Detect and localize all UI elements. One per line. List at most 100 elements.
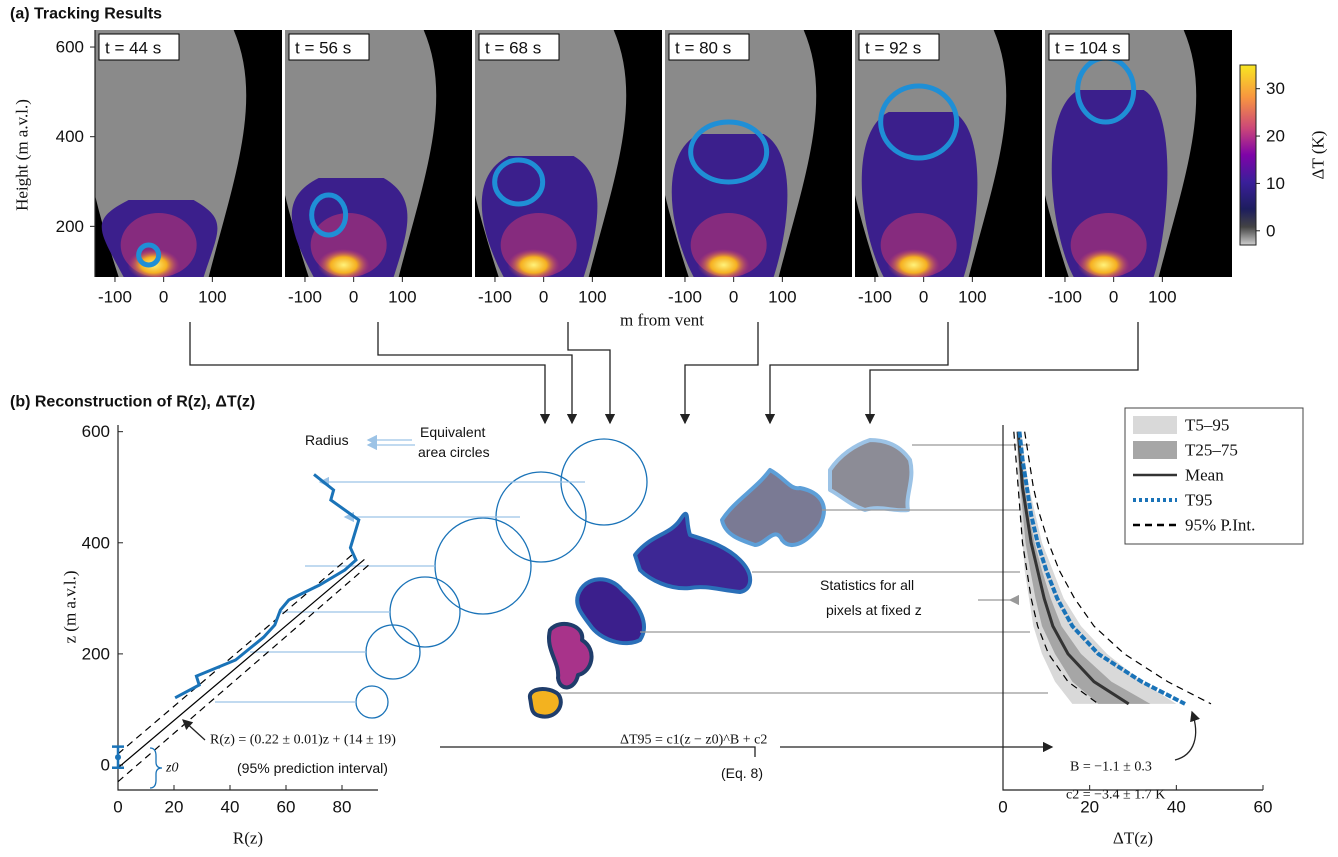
x-tick-label: 0: [998, 798, 1007, 817]
y-tick-label: 600: [82, 422, 110, 441]
radius-line: [174, 473, 361, 700]
legend-label: T95: [1185, 491, 1212, 510]
legend-swatch: [1133, 416, 1177, 434]
frame-label-box: [858, 33, 940, 61]
legend-label: T25–75: [1185, 441, 1238, 460]
x-tick-label: 100: [388, 288, 416, 307]
frame-label: t = 104 s: [1055, 39, 1121, 58]
frame-label: t = 92 s: [865, 39, 921, 58]
thermal-frame: [1045, 30, 1232, 277]
circles-label-2: area circles: [418, 444, 490, 460]
frame-label: t = 80 s: [675, 39, 731, 58]
legend-label: Mean: [1185, 466, 1224, 485]
frame-image: [665, 30, 852, 277]
tracked-contour: [492, 157, 546, 207]
frame-image: [1045, 30, 1232, 277]
legend-swatch: [1133, 441, 1177, 459]
x-tick-label: 0: [159, 288, 168, 307]
x-axis-label: ΔT(z): [1113, 829, 1153, 848]
series-label: Radius: [305, 432, 349, 448]
x-tick-label: 0: [1109, 288, 1118, 307]
series-line: [1017, 431, 1186, 706]
frame-label-box: [288, 33, 370, 61]
tracked-contour: [309, 192, 349, 238]
frame-label: t = 68 s: [485, 39, 541, 58]
frame-label-box: [478, 33, 560, 61]
x-tick-label: -100: [668, 288, 702, 307]
interval-line: [1024, 431, 1212, 705]
c2-value: c2 = −3.4 ± 1.7 K: [1066, 788, 1165, 803]
b-arrow: [1174, 710, 1200, 761]
x-tick-label: 100: [1148, 288, 1176, 307]
x-tick-label: 60: [277, 798, 296, 817]
tracked-contour: [878, 83, 960, 161]
y-tick-label: 200: [56, 217, 84, 236]
y-tick-label: 400: [82, 533, 110, 552]
connector-arrows: [189, 322, 1139, 425]
fit-equation: R(z) = (0.22 ± 0.01)z + (14 ± 19): [210, 733, 396, 748]
z0-brace: [149, 747, 163, 789]
y-axis-label: z (m a.v.l.): [61, 570, 80, 643]
legend: [1124, 407, 1304, 545]
x-tick-label: 0: [113, 798, 122, 817]
colorbar: [1239, 64, 1257, 246]
frame-label-box: [668, 33, 750, 61]
y-axis-label: Height (m a.v.l.): [13, 99, 32, 211]
tracked-contour: [688, 119, 770, 185]
stats-label-2: pixels at fixed z: [826, 602, 922, 618]
frame-image: [285, 30, 472, 277]
x-tick-label: -100: [858, 288, 892, 307]
x-tick-label: 100: [198, 288, 226, 307]
y-tick-label: 200: [82, 644, 110, 663]
hot-zone: [317, 249, 370, 277]
x-tick-label: 0: [729, 288, 738, 307]
hot-zone: [507, 249, 560, 277]
x-tick-label: 60: [1254, 798, 1273, 817]
x-axis-label: m from vent: [620, 311, 704, 330]
x-tick-label: 0: [919, 288, 928, 307]
x-tick-label: -100: [478, 288, 512, 307]
fit-line: [117, 553, 354, 755]
thermal-frame: [95, 30, 282, 277]
colorbar-tick-label: 0: [1266, 221, 1275, 240]
thermal-frame: [285, 30, 472, 277]
legend-label: 95% P.Int.: [1185, 516, 1255, 535]
frame-label: t = 56 s: [295, 39, 351, 58]
hot-zone: [697, 249, 750, 277]
hot-zone: [887, 249, 940, 277]
x-tick-label: 0: [539, 288, 548, 307]
x-tick-label: 80: [333, 798, 352, 817]
fit-line: [117, 558, 365, 769]
model-equation: ΔT95 = c1(z − z0)^B + c2: [620, 733, 767, 748]
x-tick-label: 40: [1167, 798, 1186, 817]
fit-interval: (95% prediction interval): [237, 760, 388, 776]
x-tick-label: 100: [578, 288, 606, 307]
thermal-frame: [665, 30, 852, 277]
y-tick-label: 0: [101, 756, 110, 775]
frame-image: [855, 30, 1042, 277]
x-tick-label: -100: [1048, 288, 1082, 307]
frame-image: [95, 30, 282, 277]
x-tick-label: 40: [221, 798, 240, 817]
plume-slices: [527, 438, 914, 719]
legend-label: T5–95: [1185, 416, 1229, 435]
frame-label-box: [98, 33, 180, 61]
frame-label-box: [1048, 33, 1130, 61]
colorbar-tick-label: 30: [1266, 79, 1285, 98]
x-tick-label: 100: [768, 288, 796, 307]
radius-links: [215, 439, 585, 703]
x-tick-label: -100: [288, 288, 322, 307]
y-tick-label: 600: [56, 38, 84, 57]
thermal-frame: [855, 30, 1042, 277]
z0-label: z0: [165, 761, 178, 776]
colorbar-tick-label: 20: [1266, 127, 1285, 146]
series-line: [1016, 431, 1130, 706]
x-tick-label: 100: [958, 288, 986, 307]
colorbar-label: ΔT (K): [1309, 131, 1328, 180]
stats-label-1: Statistics for all: [820, 577, 914, 593]
thermal-frame: [475, 30, 662, 277]
band: [1017, 431, 1151, 704]
tracked-contour: [136, 242, 162, 268]
x-axis-label: R(z): [233, 829, 263, 848]
